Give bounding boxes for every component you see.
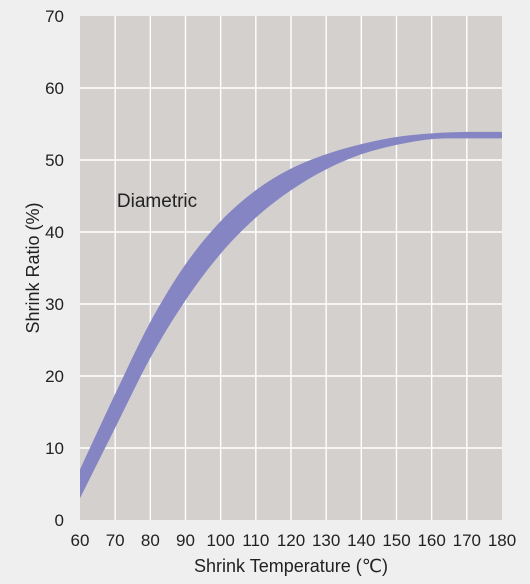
y-tick-label: 10 bbox=[45, 439, 64, 458]
x-tick-label: 100 bbox=[206, 531, 234, 550]
x-tick-label: 90 bbox=[176, 531, 195, 550]
x-tick-label: 140 bbox=[347, 531, 375, 550]
diametric-band bbox=[80, 131, 502, 499]
y-tick-label: 30 bbox=[45, 295, 64, 314]
x-tick-label: 180 bbox=[488, 531, 516, 550]
x-tick-label: 110 bbox=[242, 531, 269, 550]
y-tick-label: 0 bbox=[55, 511, 64, 530]
x-tick-label: 150 bbox=[382, 531, 410, 550]
x-tick-label: 170 bbox=[453, 531, 481, 550]
y-tick-label: 40 bbox=[45, 223, 64, 242]
x-axis-title: Shrink Temperature (℃) bbox=[194, 556, 388, 576]
x-tick-labels: 60 70 80 90 100 110 120 130 140 150 160 170 180 bbox=[71, 531, 517, 550]
y-tick-label: 50 bbox=[45, 151, 64, 170]
series-bands bbox=[80, 131, 502, 499]
x-tick-label: 60 bbox=[71, 531, 90, 550]
y-tick-label: 60 bbox=[45, 79, 64, 98]
x-tick-label: 80 bbox=[141, 531, 160, 550]
series-annotation: Diametric bbox=[117, 191, 197, 212]
x-tick-label: 70 bbox=[106, 531, 125, 550]
x-tick-label: 160 bbox=[417, 531, 445, 550]
x-tick-label: 120 bbox=[277, 531, 305, 550]
y-tick-labels: 0 10 20 30 40 50 60 70 bbox=[45, 7, 64, 530]
x-tick-label: 130 bbox=[312, 531, 340, 550]
y-tick-label: 70 bbox=[45, 7, 64, 26]
y-tick-label: 20 bbox=[45, 367, 64, 386]
y-axis-title: Shrink Ratio (%) bbox=[23, 202, 43, 333]
